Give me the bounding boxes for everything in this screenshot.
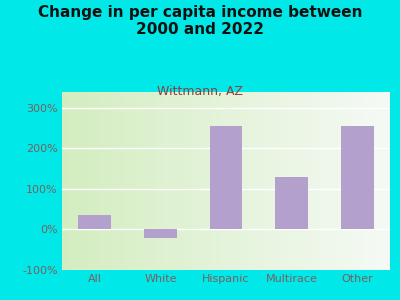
Bar [275,177,308,230]
Text: Wittmann, AZ: Wittmann, AZ [157,85,243,98]
Bar [341,126,374,230]
Bar [210,126,242,230]
Text: Change in per capita income between
2000 and 2022: Change in per capita income between 2000… [38,4,362,38]
Bar [144,230,177,238]
Bar [78,215,111,230]
